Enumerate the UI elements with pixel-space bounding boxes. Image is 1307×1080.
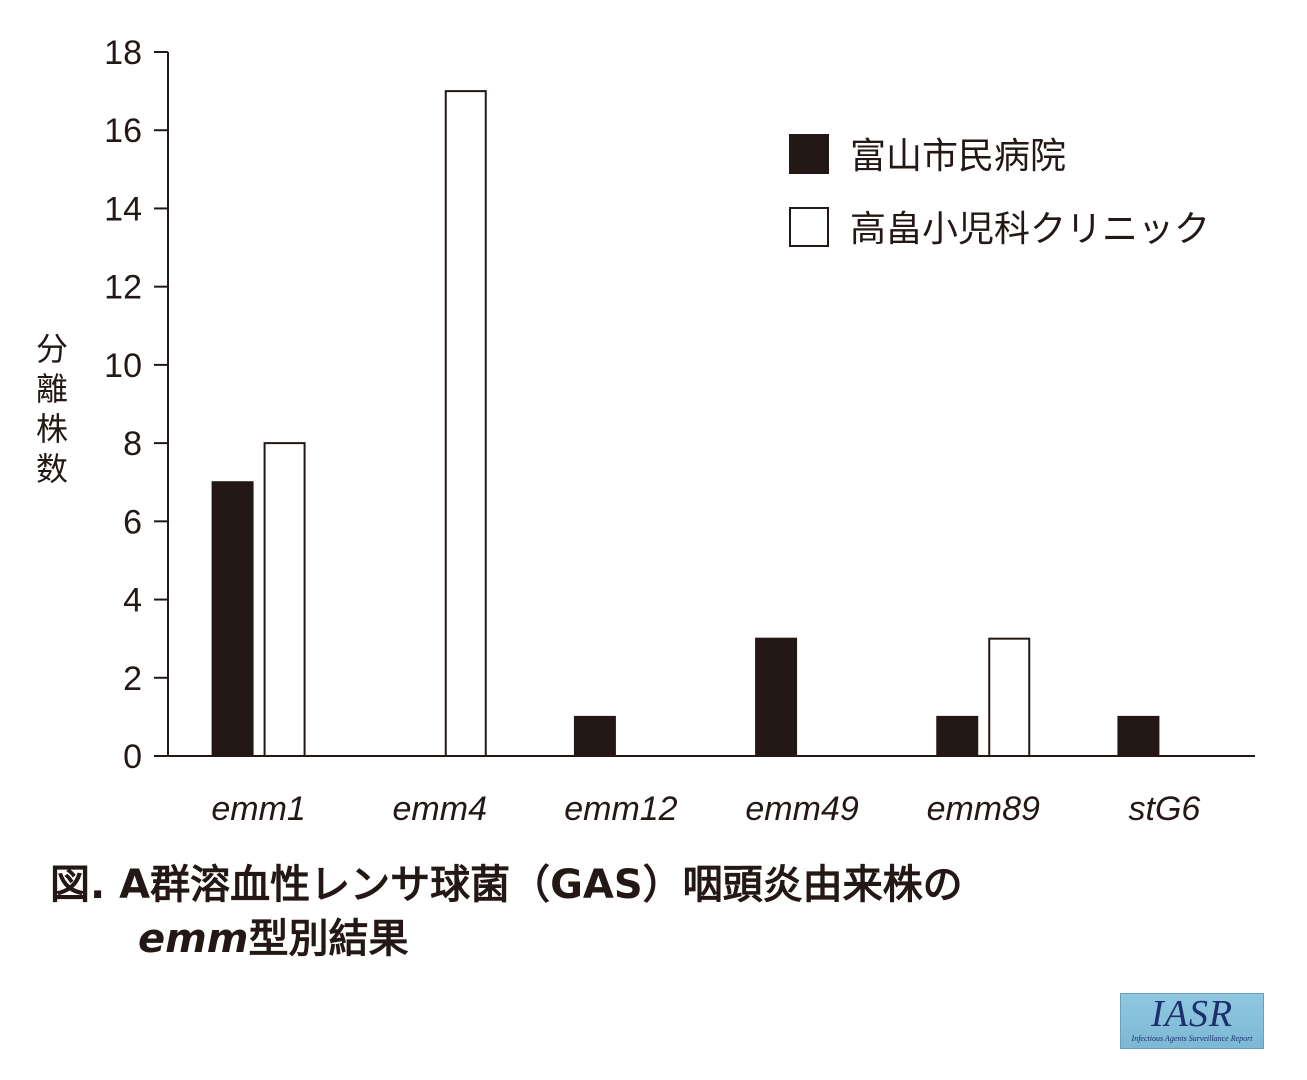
y-tick-label: 6	[123, 503, 142, 541]
x-tick-label: emm12	[564, 790, 677, 828]
x-tick-label: emm89	[927, 790, 1040, 828]
x-tick-label: emm1	[211, 790, 305, 828]
legend-label: 高畠小児科クリニック	[850, 209, 1210, 250]
bar-stG6-series-1	[1117, 715, 1160, 758]
bar-emm89-series-2	[988, 637, 1031, 758]
y-tick-label: 4	[123, 582, 142, 620]
y-ticks: 0 2 4 6 8 10 12 14 16 18	[104, 34, 168, 776]
y-tick-label: 0	[123, 738, 142, 776]
y-axis-label-char: 株	[36, 410, 68, 448]
bar-emm12-series-1	[573, 715, 616, 758]
bar-emm1-series-1	[211, 481, 254, 757]
legend-label: 富山市民病院	[850, 136, 1066, 177]
y-axis-label-char: 数	[36, 450, 68, 488]
iasr-logo: IASR Infectious Agents Surveillance Repo…	[1120, 993, 1264, 1049]
caption-emm: emm	[138, 916, 249, 962]
x-tick-label: emm49	[745, 790, 858, 828]
x-tick-labels: emm1 emm4 emm12 emm49 emm89 stG6	[211, 790, 1200, 828]
y-tick-label: 8	[123, 425, 142, 463]
bar-emm1-series-2	[263, 442, 306, 757]
x-tick-label: stG6	[1129, 790, 1201, 828]
figure-caption: 図. A群溶血性レンサ球菌（GAS）咽頭炎由来株の emm型別結果	[50, 858, 963, 966]
bars	[211, 90, 1160, 758]
logo-subtext: Infectious Agents Surveillance Report	[1131, 1034, 1253, 1043]
bar-emm89-series-1	[936, 715, 979, 758]
y-tick-label: 18	[104, 34, 142, 72]
logo-text: IASR	[1150, 993, 1234, 1035]
y-tick-label: 12	[104, 269, 142, 307]
bar-emm4-series-2	[444, 90, 487, 758]
caption-line-2: emm型別結果	[50, 912, 963, 966]
caption-rest: 型別結果	[248, 916, 409, 962]
x-tick-label: emm4	[393, 790, 487, 828]
y-axis-label-char: 離	[36, 370, 68, 408]
legend-swatch	[789, 134, 829, 174]
y-tick-label: 16	[104, 112, 142, 150]
axes	[167, 52, 1255, 757]
y-axis-label-char: 分	[36, 330, 68, 368]
legend-swatch	[789, 207, 829, 247]
y-tick-label: 14	[104, 190, 142, 228]
y-tick-label: 2	[123, 660, 142, 698]
bar-emm49-series-1	[755, 637, 798, 758]
y-tick-label: 10	[104, 347, 142, 385]
caption-line-1: 図. A群溶血性レンサ球菌（GAS）咽頭炎由来株の	[50, 862, 963, 908]
